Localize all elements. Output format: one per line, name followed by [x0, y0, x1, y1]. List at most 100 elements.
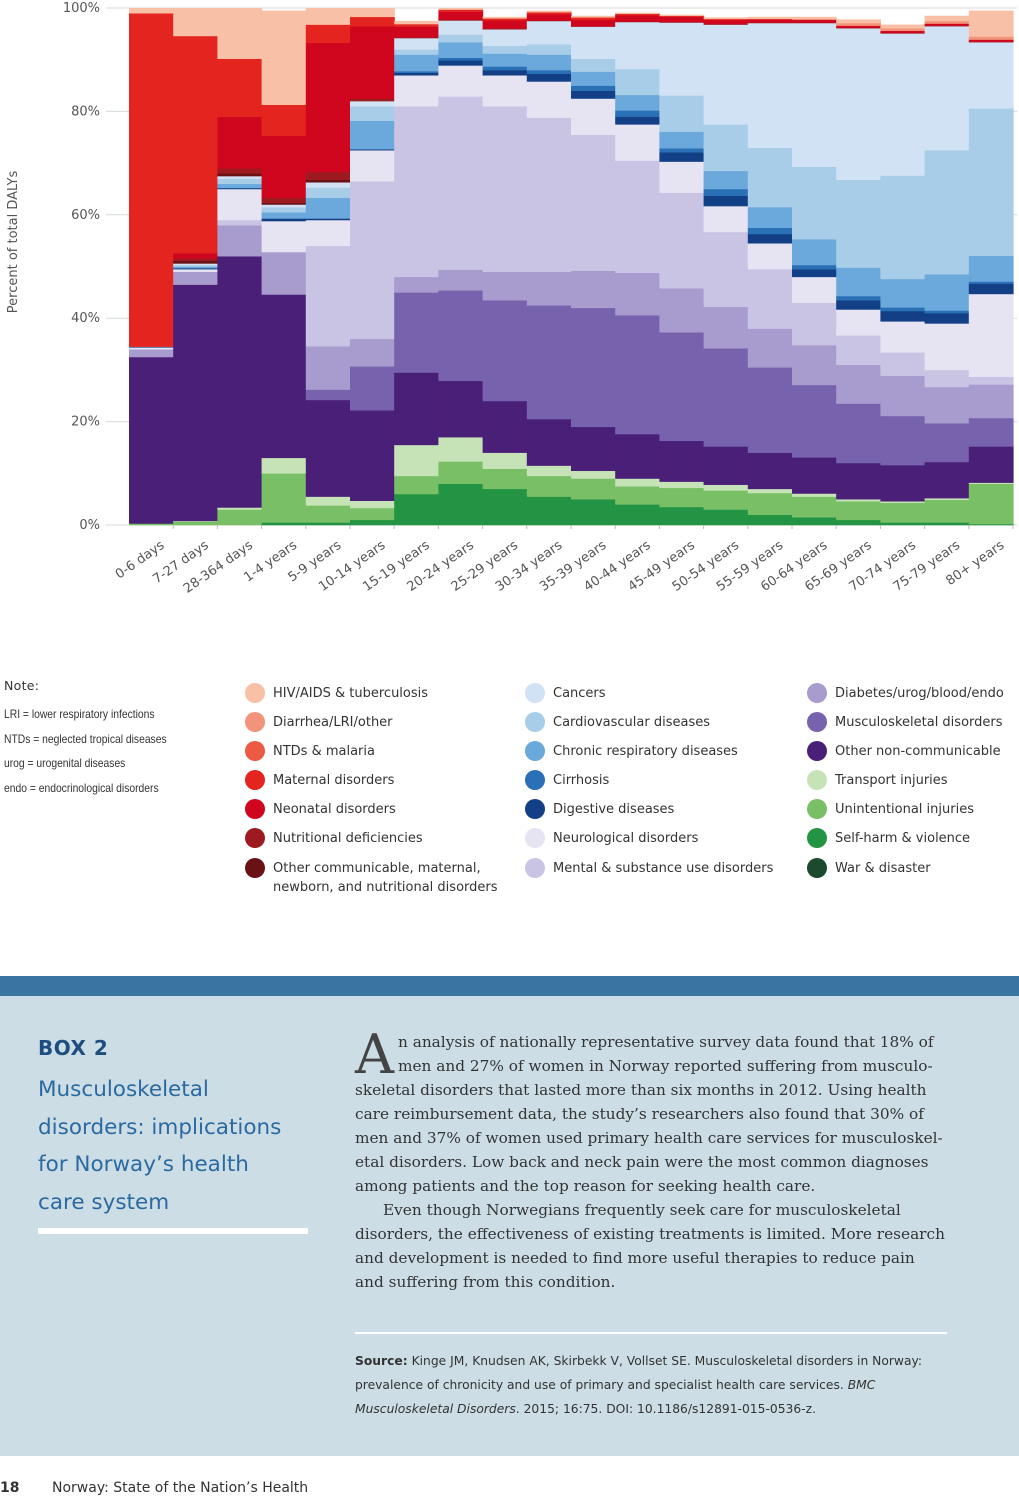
legend-label: Transport injuries	[835, 773, 948, 789]
area-segment	[659, 148, 705, 153]
area-segment	[438, 20, 484, 35]
legend-item: Musculoskeletal disorders	[807, 712, 1019, 741]
area-segment	[305, 218, 351, 221]
legend-swatch	[245, 683, 265, 703]
legend-swatch	[245, 828, 265, 849]
legend-item: Cardiovascular diseases	[525, 712, 795, 741]
area-segment	[394, 372, 439, 446]
box-title: Musculoskeletal disorders: implications …	[38, 1077, 282, 1215]
area-segment	[350, 120, 395, 150]
area-segment	[217, 168, 263, 174]
box-2: BOX 2 Musculoskeletal disorders: implica…	[0, 976, 1019, 1456]
area-segment	[438, 9, 484, 12]
legend-item: Nutritional deficiencies	[245, 828, 515, 857]
area-segment	[217, 225, 263, 257]
area-segment	[747, 243, 793, 270]
legend-item: Cirrhosis	[525, 770, 795, 799]
area-segment	[261, 207, 307, 213]
area-segment	[924, 522, 970, 526]
area-segment	[394, 493, 439, 526]
area-segment	[571, 499, 616, 526]
area-segment	[482, 53, 528, 67]
area-segment	[482, 70, 528, 76]
area-segment	[615, 116, 660, 125]
legend-column-3: Diabetes/urog/blood/endo Musculoskeletal…	[807, 683, 1019, 887]
area-segment	[792, 22, 837, 24]
area-segment	[968, 255, 1014, 282]
area-segment	[394, 475, 439, 495]
area-segment	[659, 192, 705, 289]
area-segment	[924, 313, 970, 324]
area-segment	[217, 178, 263, 185]
area-segment	[703, 206, 749, 233]
legend-item: HIV/AIDS & tuberculosis	[245, 683, 515, 712]
area-segment	[615, 124, 660, 161]
source-label: Source:	[355, 1354, 408, 1368]
area-segment	[880, 375, 926, 417]
area-segment	[526, 73, 572, 82]
area-segment	[305, 171, 351, 180]
area-segment	[305, 522, 351, 526]
legend-swatch	[807, 799, 827, 820]
area-segment	[526, 20, 572, 45]
area-segment	[350, 410, 395, 502]
area-segment	[482, 18, 528, 21]
legend-item: Neurological disorders	[525, 828, 795, 857]
area-segment	[305, 8, 351, 25]
area-segment	[350, 8, 395, 18]
area-segment	[615, 110, 660, 117]
area-segment	[526, 44, 572, 55]
area-segment	[305, 182, 351, 188]
area-segment	[173, 35, 218, 254]
area-segment	[659, 131, 705, 149]
area-segment	[571, 19, 616, 27]
area-segment	[659, 95, 705, 132]
area-segment	[615, 15, 660, 22]
area-segment	[836, 335, 881, 366]
area-segment	[880, 307, 926, 312]
area-segment	[880, 522, 926, 526]
chart-areas	[129, 8, 1014, 526]
area-segment	[659, 152, 705, 162]
area-segment	[526, 81, 572, 118]
area-segment	[305, 399, 351, 497]
legend-label: Musculoskeletal disorders	[835, 715, 1003, 731]
source-tail: . 2015; 16:75. DOI: 10.1186/s12891-015-0…	[515, 1402, 816, 1416]
area-segment	[615, 315, 660, 435]
area-segment	[615, 160, 660, 274]
area-segment	[703, 19, 749, 25]
box-header-band	[0, 976, 1019, 996]
legend-label: Self-harm & violence	[835, 831, 971, 847]
area-segment	[615, 478, 660, 487]
area-segment	[350, 26, 395, 99]
area-segment	[747, 488, 793, 494]
area-segment	[659, 481, 705, 489]
legend-item: Other non-communicable	[807, 741, 1019, 770]
area-segment	[747, 492, 793, 515]
y-tick-label: 20%	[71, 415, 100, 430]
area-segment	[482, 452, 528, 469]
legend-item: Mental & substance use disorders	[525, 857, 795, 887]
area-segment	[836, 25, 881, 28]
area-segment	[659, 16, 705, 23]
area-segment	[924, 461, 970, 499]
area-segment	[394, 292, 439, 373]
area-segment	[305, 42, 351, 173]
area-segment	[482, 28, 528, 30]
area-segment	[350, 366, 395, 411]
legend-item: NTDs & malaria	[245, 741, 515, 770]
legend-item: Digestive diseases	[525, 799, 795, 828]
area-segment	[747, 207, 793, 229]
area-segment	[836, 364, 881, 404]
area-segment	[659, 440, 705, 482]
area-segment	[880, 30, 926, 34]
area-segment	[880, 175, 926, 280]
area-segment	[615, 94, 660, 111]
area-segment	[305, 197, 351, 219]
area-segment	[571, 58, 616, 72]
area-segment	[438, 34, 484, 43]
area-segment	[526, 14, 572, 21]
area-segment	[394, 106, 439, 278]
area-segment	[482, 75, 528, 107]
